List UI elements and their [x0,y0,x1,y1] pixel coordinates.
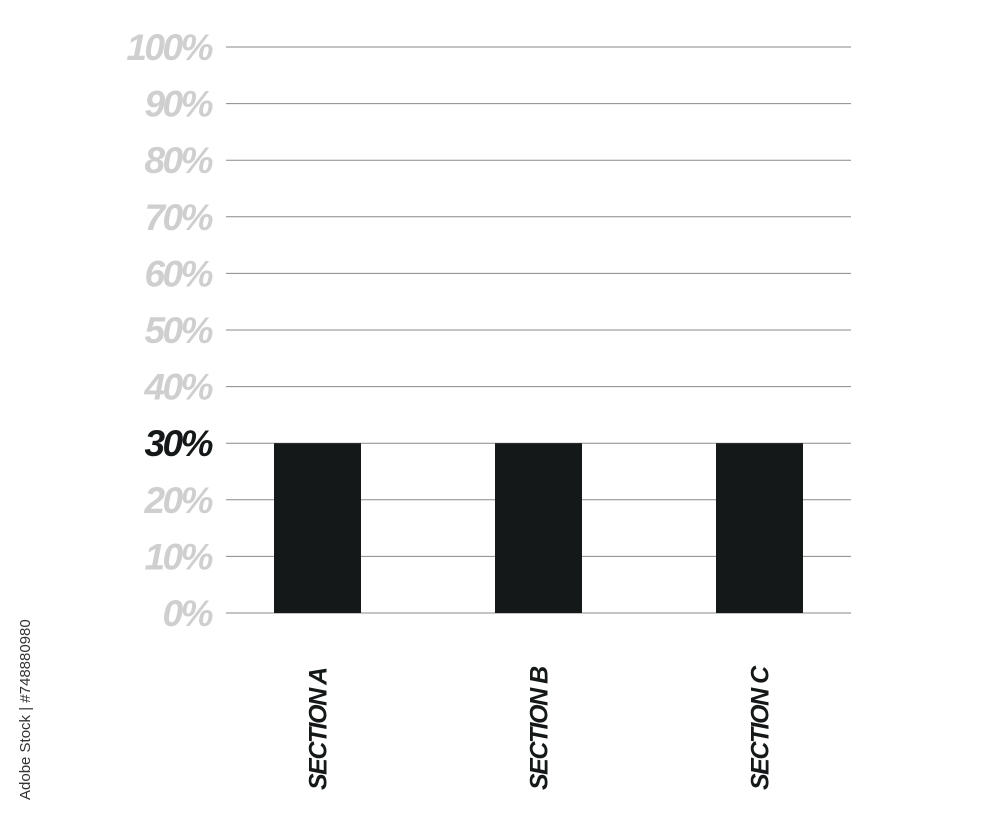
y-tick-label: 50% [144,310,212,351]
y-tick-label: 60% [144,253,212,294]
y-tick-label: 30% [144,423,212,464]
y-tick-label: 10% [144,536,212,577]
y-tick-label: 90% [144,84,212,125]
y-tick-label: 100% [126,27,212,68]
y-tick-label: 40% [143,367,212,408]
y-tick-label: 80% [144,140,212,181]
x-category-label: SECTION B [526,666,554,790]
bar [716,443,803,613]
y-tick-label: 0% [163,593,213,634]
y-tick-label: 70% [144,197,212,238]
bar [495,443,582,613]
bar [274,443,361,613]
watermark-text: Adobe Stock | #748880980 [17,619,34,800]
y-tick-label: 20% [143,480,212,521]
x-category-label: SECTION A [305,668,333,790]
x-category-label: SECTION C [747,665,775,790]
